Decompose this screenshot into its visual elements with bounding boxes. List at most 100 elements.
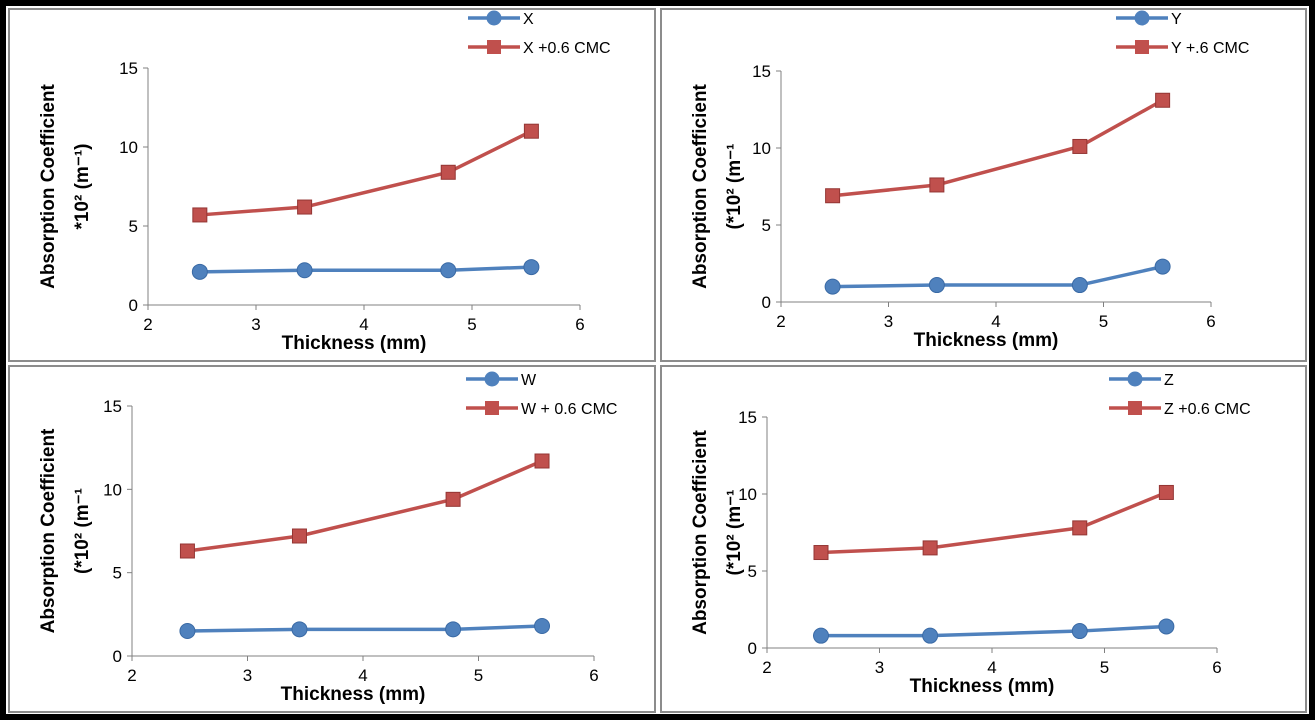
series-line-2	[832, 98, 1164, 198]
x-axis-title: Thickness (mm)	[281, 684, 426, 705]
x-tick-label: 3	[875, 658, 884, 677]
data-point-square	[1158, 484, 1174, 500]
x-tick-label: 4	[991, 312, 1000, 331]
y-tick-label: 15	[752, 62, 771, 81]
data-point-square	[179, 543, 195, 559]
data-point-square	[1072, 520, 1088, 536]
x-tick-label: 6	[1212, 658, 1221, 677]
data-point-circle	[523, 259, 540, 276]
data-point-circle	[440, 262, 457, 279]
legend-label-2: X +0.6 CMC	[523, 40, 611, 57]
y-axis-title-line1: Absorption Coefficient	[690, 429, 711, 634]
series-line-1	[199, 265, 532, 274]
x-tick-label: 6	[575, 315, 584, 334]
panel-frame	[8, 8, 656, 362]
y-tick-label: 10	[752, 139, 771, 158]
data-point-circle	[191, 263, 208, 280]
series-line-1	[821, 624, 1167, 638]
x-tick-label: 4	[359, 315, 368, 334]
x-tick-label: 5	[467, 315, 476, 334]
legend-marker-square	[485, 401, 499, 415]
legend-marker-circle	[484, 371, 500, 387]
data-point-circle	[928, 277, 945, 294]
y-tick-label: 10	[738, 485, 757, 504]
data-point-square	[929, 177, 945, 193]
data-point-circle	[824, 278, 841, 295]
x-tick-label: 5	[1099, 312, 1108, 331]
y-tick-label: 15	[119, 59, 138, 78]
x-tick-label: 5	[474, 666, 483, 685]
y-tick-label: 0	[762, 293, 771, 312]
data-point-circle	[1154, 258, 1171, 275]
data-point-circle	[1071, 623, 1088, 640]
x-tick-label: 3	[251, 315, 260, 334]
chart-panel-4: 0 5 10 15 2 3 4 5 6 Thickness (mm) Absorption Coef…	[660, 365, 1307, 713]
data-point-square	[192, 207, 208, 223]
y-tick-label: 5	[129, 217, 138, 236]
data-point-circle	[179, 623, 196, 639]
data-point-square	[1072, 138, 1088, 154]
panel-frame	[8, 365, 656, 713]
y-axis-title-line1: Absorption Coefficient	[690, 83, 711, 288]
legend-marker-circle	[1134, 10, 1150, 26]
y-tick-label: 0	[748, 639, 757, 658]
data-point-circle	[291, 621, 308, 638]
data-point-circle	[296, 262, 313, 279]
y-tick-label: 0	[113, 647, 122, 666]
y-tick-label: 15	[103, 397, 122, 416]
x-tick-label: 3	[884, 312, 893, 331]
data-point-circle	[922, 627, 939, 644]
y-axis-title-line1: Absorption Coefficient	[38, 83, 59, 288]
y-axis-title-line2: *10² (m⁻¹)	[72, 143, 93, 229]
y-tick-label: 0	[129, 296, 138, 315]
legend-marker-square	[1128, 401, 1142, 415]
x-axis-title: Thickness (mm)	[910, 676, 1055, 697]
y-tick-label: 5	[748, 562, 757, 581]
legend-marker-circle	[486, 10, 502, 26]
x-tick-label: 5	[1100, 658, 1109, 677]
chart-panel-1: 0 5 10 15 2 3 4 5 6 Thickness (mm) Absorption Coef…	[8, 8, 656, 362]
y-tick-label: 5	[762, 216, 771, 235]
data-point-circle	[534, 618, 551, 634]
x-axis-title: Thickness (mm)	[914, 330, 1059, 351]
data-point-square	[534, 453, 550, 469]
data-point-circle	[813, 627, 829, 644]
legend-marker-circle	[1127, 371, 1143, 387]
series-line-1	[187, 624, 543, 633]
data-point-square	[291, 528, 307, 544]
data-point-square	[813, 545, 829, 561]
legend-label-1: W	[521, 372, 537, 389]
y-axis-title-line2: (*10² (m⁻¹	[724, 489, 745, 575]
x-axis-title: Thickness (mm)	[282, 333, 427, 354]
x-tick-label: 4	[987, 658, 996, 677]
x-tick-label: 3	[243, 666, 252, 685]
legend-marker-square	[1135, 40, 1149, 54]
legend-label-1: X	[523, 11, 534, 28]
data-point-square	[445, 491, 461, 507]
data-point-square	[440, 164, 456, 180]
data-point-circle	[1158, 618, 1175, 635]
data-point-circle	[1071, 277, 1088, 294]
y-tick-label: 5	[113, 564, 122, 583]
data-point-square	[297, 199, 313, 215]
y-axis-title-line2: (*10² (m⁻¹	[72, 488, 93, 574]
data-point-square	[1155, 92, 1171, 108]
x-tick-label: 2	[127, 666, 136, 685]
legend-marker-square	[487, 40, 501, 54]
data-point-circle	[445, 621, 462, 638]
y-axis-title-line2: (*10² (m⁻¹	[724, 143, 745, 229]
x-tick-label: 2	[776, 312, 785, 331]
series-line-1	[832, 264, 1164, 289]
x-tick-label: 4	[358, 666, 367, 685]
legend-label-1: Z	[1164, 372, 1174, 389]
x-tick-label: 6	[589, 666, 598, 685]
chart-panel-3: 0 5 10 15 2 3 4 5 6 Thickness (mm) Absorption Coef…	[8, 365, 656, 713]
x-tick-label: 2	[762, 658, 771, 677]
series-line-2	[820, 490, 1168, 555]
legend-label-1: Y	[1171, 11, 1182, 28]
legend-label-2: Z +0.6 CMC	[1164, 401, 1251, 418]
legend-label-2: W + 0.6 CMC	[521, 401, 617, 418]
y-tick-label: 10	[103, 480, 122, 499]
y-tick-label: 15	[738, 408, 757, 427]
